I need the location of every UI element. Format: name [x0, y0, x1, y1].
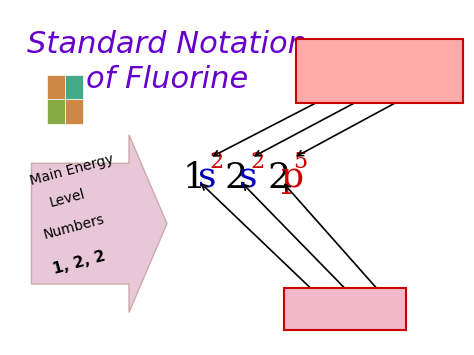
Polygon shape [31, 135, 167, 312]
Text: Sublevels: Sublevels [302, 300, 389, 318]
Text: 1, 2, 2: 1, 2, 2 [51, 248, 107, 277]
Text: s: s [239, 160, 258, 195]
Text: 2: 2 [251, 151, 265, 173]
Text: Standard Notation: Standard Notation [27, 30, 307, 59]
FancyBboxPatch shape [65, 75, 83, 99]
FancyBboxPatch shape [296, 39, 463, 103]
Text: 2: 2 [267, 160, 290, 195]
Text: Level: Level [48, 187, 87, 210]
Text: Number of electrons: Number of electrons [319, 56, 439, 69]
Text: 2: 2 [210, 151, 224, 173]
Text: of Fluorine: of Fluorine [86, 65, 248, 94]
Text: p: p [281, 160, 304, 195]
Text: Main Energy: Main Energy [28, 153, 116, 188]
FancyBboxPatch shape [47, 99, 65, 124]
FancyBboxPatch shape [47, 75, 65, 99]
Text: 5: 5 [293, 151, 308, 173]
FancyBboxPatch shape [65, 99, 83, 124]
Text: Numbers: Numbers [42, 212, 107, 242]
FancyBboxPatch shape [284, 288, 406, 330]
Text: in the sub level 2,2,5: in the sub level 2,2,5 [317, 79, 441, 92]
Text: s: s [198, 160, 216, 195]
Text: 2: 2 [225, 160, 248, 195]
Text: 1: 1 [183, 160, 206, 195]
